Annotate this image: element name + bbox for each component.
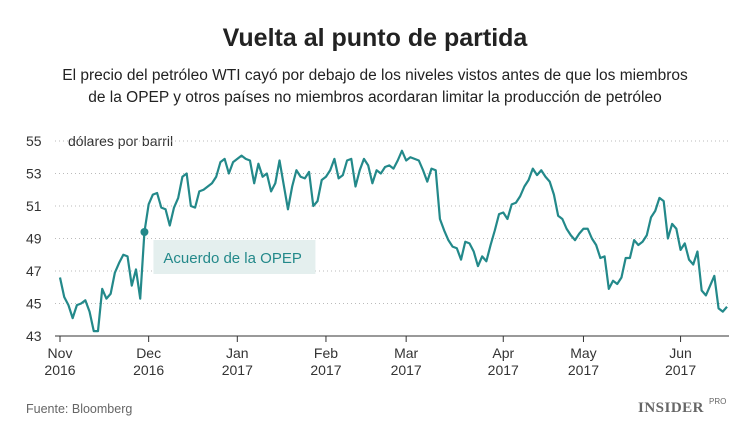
y-axis-label: dólares por barril (68, 133, 173, 149)
annotation: Acuerdo de la OPEP (163, 250, 301, 267)
x-tick-label: Mar 2017 (391, 345, 422, 378)
subtitle: El precio del petróleo WTI cayó por deba… (62, 67, 688, 84)
y-tick-label: 43 (26, 328, 42, 344)
annotation-box (153, 240, 316, 274)
subtitle: de la OPEP y otros países no miembros ac… (88, 89, 662, 106)
y-tick-label: 51 (26, 198, 42, 214)
x-tick-label: Nov 2016 (44, 345, 75, 378)
y-tick-label: 53 (26, 166, 42, 182)
data-line (58, 149, 728, 333)
logo: INSIDER (638, 400, 704, 416)
y-tick-label: 45 (26, 296, 42, 312)
x-tick-label: Apr 2017 (488, 345, 519, 378)
x-tick-label: Jan 2017 (222, 345, 253, 378)
y-tick-label: 55 (26, 133, 42, 149)
x-tick-label: Dec 2016 (133, 345, 164, 378)
x-tick-label: May 2017 (568, 345, 599, 378)
chart-title: Vuelta al punto de partida (223, 24, 529, 52)
x-tick-label: Jun 2017 (665, 345, 696, 378)
source: Fuente: Bloomberg (26, 402, 132, 416)
y-tick-label: 49 (26, 231, 42, 247)
logo-tier: PRO (709, 397, 726, 406)
y-tick-label: 47 (26, 263, 42, 279)
x-tick-label: Feb 2017 (310, 345, 341, 378)
annotation-dot (140, 228, 149, 236)
